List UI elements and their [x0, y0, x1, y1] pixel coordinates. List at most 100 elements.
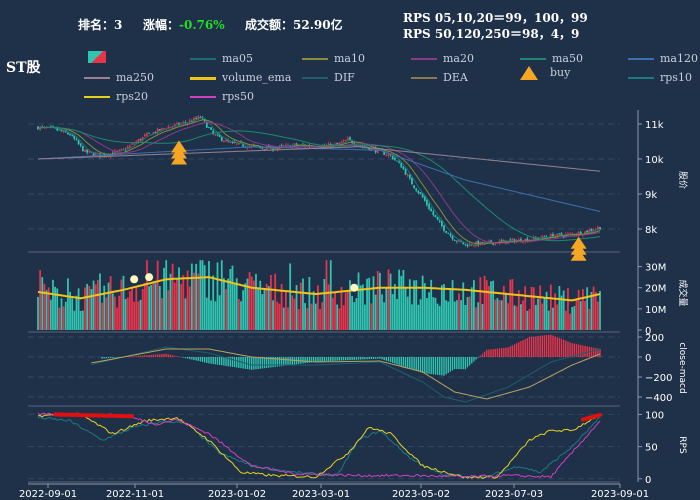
- volume-bar: [426, 297, 428, 330]
- candle-body: [175, 122, 178, 124]
- volume-bar: [528, 309, 531, 330]
- volume-bar: [225, 289, 227, 330]
- volume-bar: [156, 260, 159, 330]
- volume-bar: [588, 308, 591, 330]
- candle-body: [272, 146, 274, 151]
- macd-bar: [159, 354, 161, 357]
- candle-body: [199, 116, 202, 118]
- candle-body: [188, 120, 191, 123]
- macd-bar: [473, 357, 475, 362]
- macd-bar: [453, 357, 456, 369]
- volume-bar: [381, 294, 383, 330]
- macd-bar: [394, 357, 396, 364]
- volume-bar: [214, 301, 217, 330]
- candle-body: [99, 153, 101, 157]
- grid-lines: [28, 123, 620, 483]
- macd-bar: [206, 357, 208, 363]
- volume-bar: [227, 278, 230, 330]
- volume-bar: [398, 269, 401, 330]
- volume-bar: [317, 285, 319, 330]
- candle-body: [455, 240, 458, 242]
- candle-body: [41, 126, 44, 128]
- candle-body: [210, 127, 212, 130]
- macd-bar: [430, 357, 432, 375]
- candle-body: [167, 126, 170, 129]
- volume-bar: [257, 288, 259, 330]
- volume-bar: [336, 304, 339, 330]
- macd-bar: [377, 357, 379, 359]
- volume-bar: [278, 303, 281, 330]
- volume-bar: [244, 283, 247, 330]
- macd-bar: [428, 357, 430, 374]
- macd-bar: [255, 357, 257, 370]
- macd-bar: [105, 357, 108, 359]
- candle-body: [223, 141, 225, 142]
- candle-body: [432, 211, 435, 216]
- macd-bar: [436, 357, 439, 375]
- macd-bar: [148, 355, 150, 357]
- macd-bar: [315, 357, 317, 362]
- macd-bar: [537, 336, 539, 357]
- volume-bar: [122, 275, 125, 330]
- volume-bar: [543, 297, 546, 330]
- macd-bar: [524, 339, 526, 357]
- volume-bar: [304, 303, 307, 330]
- macd-bar: [203, 357, 206, 363]
- legend-item-ma10: ma10: [302, 52, 365, 65]
- candle-body: [92, 153, 95, 156]
- macd-bar: [415, 357, 417, 371]
- volume-bar: [490, 281, 492, 330]
- candle-body: [128, 145, 131, 148]
- candle-body: [208, 127, 210, 128]
- macd-bar: [345, 357, 347, 361]
- volume-bar: [411, 304, 413, 330]
- candle-body: [71, 135, 74, 137]
- volume-bar: [118, 295, 121, 330]
- macd-bar: [483, 351, 486, 357]
- rps-panel: [37, 412, 602, 479]
- volume-bar: [494, 299, 497, 330]
- candle-body: [60, 129, 63, 132]
- macd-bar: [135, 356, 137, 357]
- volume-bar: [526, 310, 529, 330]
- x-tick-label: 2023-09-01: [591, 489, 649, 500]
- volume-bar: [432, 297, 435, 330]
- macd-bar: [227, 357, 229, 367]
- volume-bar: [190, 263, 193, 330]
- volume-bar: [443, 284, 445, 330]
- candle-body: [462, 242, 465, 245]
- volume-bar: [255, 273, 257, 330]
- volume-bar: [86, 283, 89, 330]
- volume-bar: [233, 283, 236, 330]
- macd-bar: [289, 357, 291, 365]
- volume-bar: [475, 307, 477, 330]
- candle-body: [220, 136, 223, 141]
- volume-bar: [567, 288, 569, 330]
- macd-bar: [332, 357, 334, 361]
- volume-bar: [346, 291, 349, 330]
- candle-body: [342, 140, 345, 142]
- volume-bar: [573, 306, 576, 330]
- macd-bar: [114, 357, 116, 358]
- volume-bar: [175, 278, 178, 330]
- macd-tick-label: −400: [645, 393, 672, 404]
- volume-bar: [312, 291, 315, 330]
- volume-bar: [310, 303, 313, 330]
- macd-bar: [107, 357, 110, 359]
- macd-bar: [468, 357, 471, 366]
- legend-candle-swatch: [88, 51, 106, 63]
- volume-bar: [73, 310, 76, 330]
- volume-bar: [267, 285, 270, 330]
- volume-bar: [447, 301, 450, 330]
- candle-body: [440, 220, 443, 226]
- volume-bar: [203, 265, 206, 330]
- candle-body: [421, 194, 424, 198]
- candle-body: [391, 155, 394, 160]
- macd-bar: [511, 345, 514, 357]
- macd-bar: [541, 335, 544, 357]
- macd-bar: [201, 357, 204, 362]
- rps10-line: [37, 416, 601, 479]
- macd-bar: [238, 357, 240, 368]
- volume-bar: [466, 297, 469, 330]
- volume-bar: [60, 298, 63, 330]
